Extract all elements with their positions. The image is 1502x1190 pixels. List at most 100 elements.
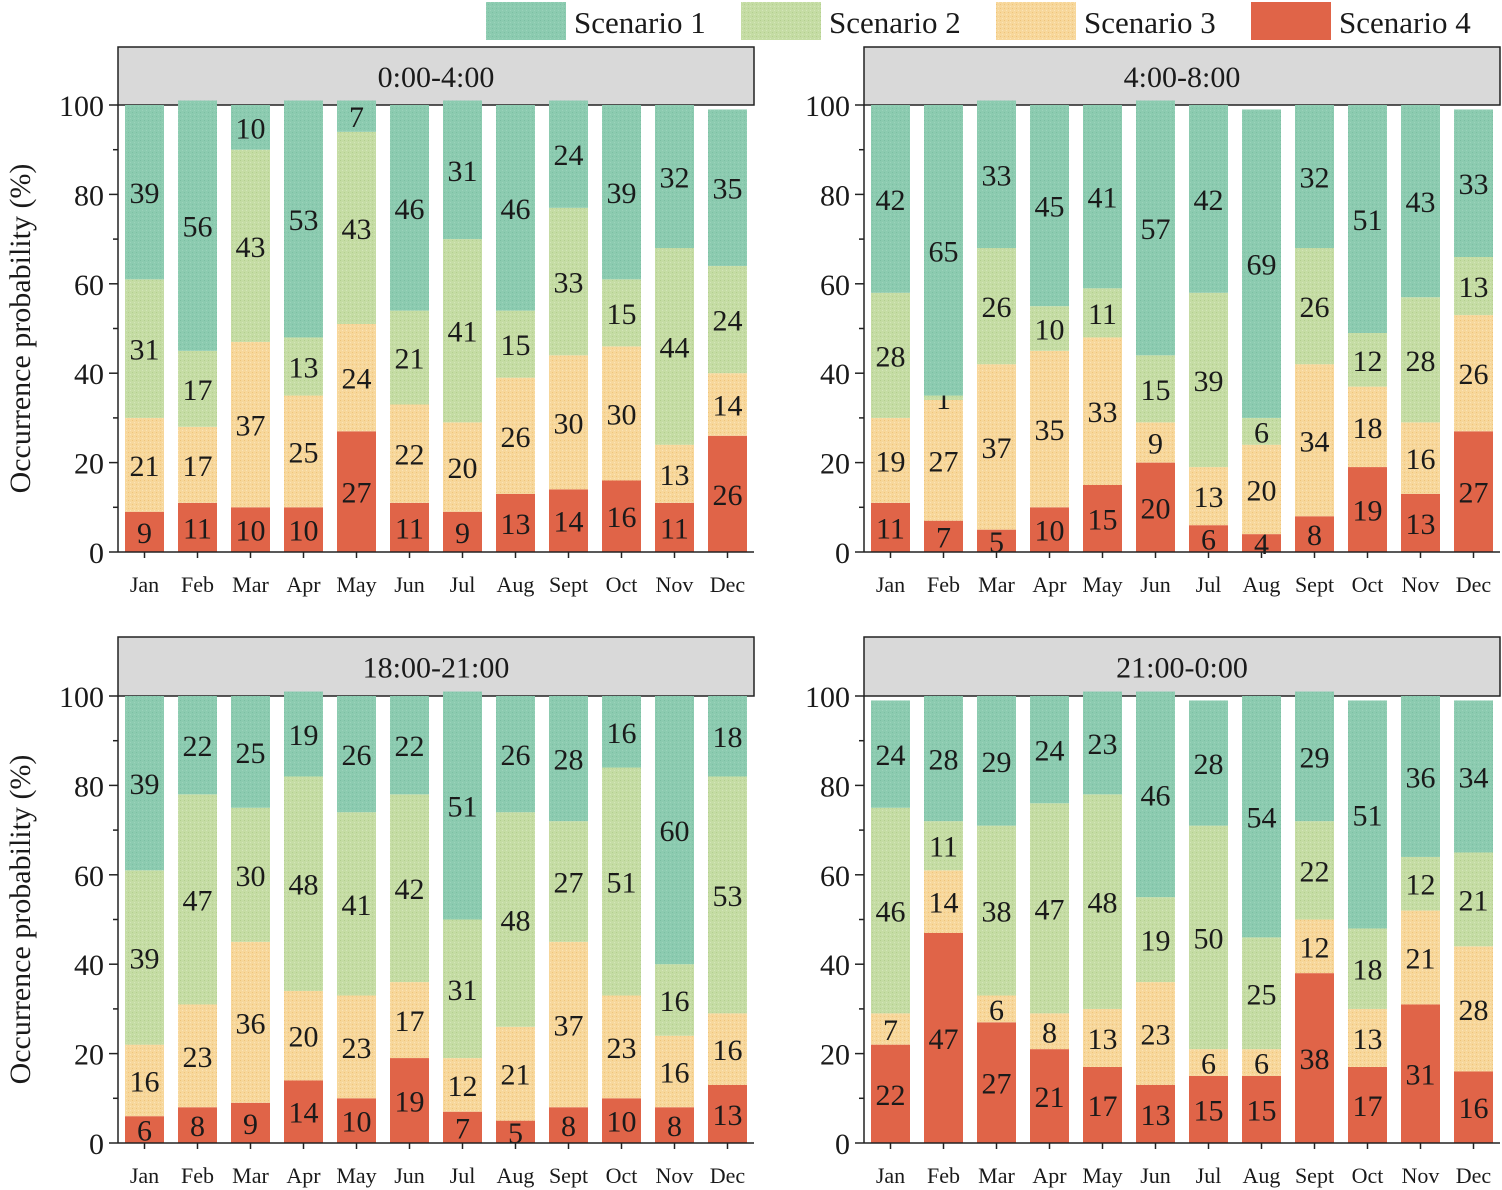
x-tick-label: Feb — [927, 1163, 960, 1188]
data-label: 9 — [455, 517, 470, 550]
bar-segment-scenario-4 — [1401, 493, 1440, 552]
y-axis-title: Occurrence probability (%) — [4, 755, 37, 1085]
bar-segment-scenario-3 — [125, 417, 164, 512]
bar-segment-scenario-3 — [871, 1013, 910, 1045]
data-label: 11 — [929, 831, 958, 864]
data-label: 8 — [1042, 1016, 1057, 1049]
y-tick-label: 20 — [74, 448, 104, 481]
x-tick-label: Jan — [876, 572, 905, 597]
y-tick-label: 80 — [820, 179, 850, 212]
bar-segment-scenario-4 — [1030, 507, 1069, 552]
data-label: 46 — [501, 193, 531, 226]
bar-segment-scenario-4 — [1136, 462, 1175, 552]
bar-segment-scenario-1 — [443, 100, 482, 240]
bar-segment-scenario-2 — [1295, 248, 1334, 365]
x-tick-label: Dec — [1456, 572, 1492, 597]
bar-segment-scenario-4 — [337, 1098, 376, 1143]
panel-title: 0:00-4:00 — [378, 61, 495, 94]
bar-segment-scenario-2 — [1189, 825, 1228, 1050]
bar-segment-scenario-3 — [284, 395, 323, 508]
x-tick-label: May — [336, 1163, 376, 1188]
data-label: 13 — [1194, 481, 1224, 514]
bar-segment-scenario-2 — [655, 248, 694, 445]
panel-3: 18:00-21:00 6 16 39 39 Jan 8 23 47 22 Feb 9 36 30 25 Ma… — [4, 636, 755, 1188]
bar-segment-scenario-4 — [1348, 1067, 1387, 1143]
data-label: 10 — [236, 515, 266, 548]
bar-segment-scenario-4 — [284, 1080, 323, 1143]
bar-segment-scenario-4 — [602, 1098, 641, 1143]
data-label: 37 — [236, 410, 266, 443]
data-label: 12 — [448, 1070, 478, 1103]
y-tick-label: 80 — [820, 770, 850, 803]
y-tick-label: 0 — [89, 1128, 104, 1161]
data-label: 14 — [929, 887, 959, 920]
data-label: 48 — [501, 905, 531, 938]
y-tick-label: 60 — [820, 860, 850, 893]
bar-segment-scenario-3 — [977, 364, 1016, 530]
data-label: 19 — [876, 445, 906, 478]
data-label: 13 — [1353, 1023, 1383, 1056]
data-label: 35 — [1035, 414, 1065, 447]
bar-segment-scenario-4 — [125, 511, 164, 552]
bar-segment-scenario-3 — [1295, 364, 1334, 517]
data-label: 29 — [1300, 741, 1330, 774]
data-label: 26 — [501, 421, 531, 454]
bar-segment-scenario-1 — [231, 105, 270, 150]
bar-segment-scenario-1 — [977, 696, 1016, 826]
bar-segment-scenario-4 — [871, 1044, 910, 1143]
data-label: 26 — [501, 739, 531, 772]
data-label: 23 — [183, 1041, 213, 1074]
data-label: 29 — [982, 746, 1012, 779]
bar-segment-scenario-3 — [1083, 337, 1122, 485]
bar-segment-scenario-4 — [1083, 1067, 1122, 1143]
x-tick-label: Sept — [1295, 572, 1334, 597]
y-tick-label: 0 — [89, 537, 104, 570]
data-label: 25 — [1247, 978, 1277, 1011]
data-label: 24 — [876, 739, 906, 772]
bar-segment-scenario-2 — [1348, 928, 1387, 1009]
bar-segment-scenario-1 — [708, 109, 747, 266]
bar-segment-scenario-4 — [602, 480, 641, 552]
data-label: 15 — [501, 329, 531, 362]
bar-segment-scenario-3 — [924, 870, 963, 933]
x-tick-label: Nov — [1402, 572, 1440, 597]
bar-segment-scenario-3 — [1348, 1008, 1387, 1068]
data-label: 14 — [554, 506, 584, 539]
data-label: 38 — [1300, 1043, 1330, 1076]
data-label: 16 — [1459, 1092, 1489, 1125]
bar-segment-scenario-3 — [1030, 1013, 1069, 1050]
bar-segment-scenario-1 — [1348, 700, 1387, 929]
data-label: 16 — [660, 985, 690, 1018]
bar-segment-scenario-1 — [655, 105, 694, 249]
data-label: 7 — [936, 521, 951, 554]
bar-segment-scenario-1 — [1030, 105, 1069, 307]
bar-segment-scenario-4 — [549, 1107, 588, 1143]
bar-segment-scenario-1 — [231, 696, 270, 808]
x-tick-label: Jun — [1140, 572, 1171, 597]
y-tick-label: 40 — [820, 949, 850, 982]
x-tick-label: Oct — [606, 1163, 638, 1188]
y-tick-label: 100 — [59, 681, 104, 714]
bar-segment-scenario-4 — [977, 529, 1016, 552]
bar-segment-scenario-2 — [496, 812, 535, 1027]
y-tick-label: 100 — [805, 90, 850, 123]
bar-segment-scenario-4 — [655, 502, 694, 552]
bar-segment-scenario-3 — [602, 995, 641, 1099]
data-label: 23 — [1088, 728, 1118, 761]
x-tick-label: Jul — [1196, 1163, 1222, 1188]
bar-segment-scenario-3 — [337, 324, 376, 432]
bar-segment-scenario-3 — [496, 1026, 535, 1121]
data-label: 26 — [982, 291, 1012, 324]
x-tick-label: Aug — [1243, 1163, 1281, 1188]
data-label: 6 — [989, 994, 1004, 1027]
data-label: 51 — [607, 867, 637, 900]
x-tick-label: Aug — [497, 1163, 535, 1188]
bar-segment-scenario-3 — [443, 422, 482, 512]
bar-segment-scenario-3 — [549, 355, 588, 490]
bar-segment-scenario-4 — [390, 502, 429, 552]
bar-segment-scenario-2 — [284, 337, 323, 396]
bar-segment-scenario-2 — [1242, 417, 1281, 445]
bar-segment-scenario-1 — [1454, 109, 1493, 257]
bar-segment-scenario-2 — [549, 821, 588, 942]
bar-segment-scenario-1 — [125, 696, 164, 871]
